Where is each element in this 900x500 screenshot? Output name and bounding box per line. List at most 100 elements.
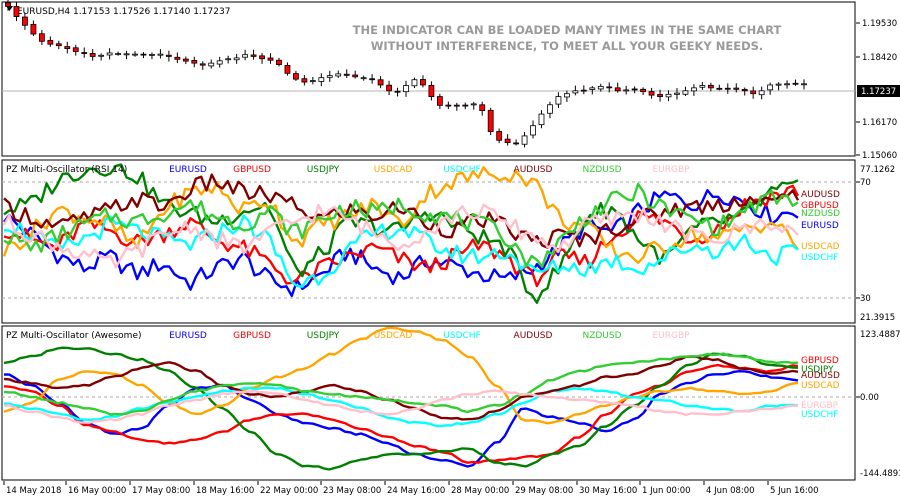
candle [699, 81, 706, 90]
legend-eurgbp: EURGBP [652, 331, 690, 341]
candle [309, 76, 316, 85]
end-label-usdchf: USDCHF [801, 410, 838, 420]
candle [674, 88, 680, 100]
candle [72, 44, 79, 56]
candle [216, 56, 223, 68]
end-label-usdjpy: USDJPY [801, 365, 834, 375]
time-label: 30 May 16:00 [579, 486, 637, 496]
candle [343, 69, 350, 78]
awesome-scale-zero: 0.00 [860, 393, 879, 403]
candle [360, 75, 367, 81]
series-line-usdchf [3, 386, 799, 428]
candle [132, 51, 138, 57]
candle [386, 80, 392, 96]
current-price-badge [857, 85, 900, 97]
rsi-legend: EURUSD GBPUSD USDJPY USDCAD USDCHF AUDUSD NZDU… [169, 165, 690, 175]
end-label-gbpusd: GBPUSD [801, 201, 839, 211]
series-line-usdcad [3, 326, 799, 425]
price-axis: 1.19530 1.18420 1.17237 1.16170 1.15060 [856, 19, 900, 161]
candle [149, 52, 155, 60]
time-label: 17 May 08:00 [132, 486, 190, 496]
candle [89, 49, 96, 61]
candle [733, 83, 740, 93]
end-label-audusd: AUDUSD [801, 371, 840, 381]
time-label: 4 Jun 08:00 [706, 486, 755, 496]
candle [470, 101, 477, 110]
time-label: 22 May 00:00 [260, 486, 318, 496]
candle [13, 2, 20, 22]
candle [293, 70, 299, 81]
price-tick-1: 1.19530 [862, 19, 897, 29]
series-line-nzdusd [3, 352, 799, 416]
rsi-scale-max: 77.1262 [860, 165, 895, 175]
series-line-eurgbp [2, 203, 799, 269]
candle [335, 70, 342, 78]
candle [572, 85, 579, 96]
end-label-usdcad: USDCAD [801, 381, 840, 391]
candle [547, 101, 553, 119]
candle [38, 29, 45, 46]
awesome-pane-title: PZ Multi-Oscillator (Awesome) [6, 331, 142, 341]
legend-usdchf: USDCHF [443, 331, 480, 341]
candle [352, 70, 359, 79]
candle [462, 102, 469, 110]
rsi-scale-min: 21.3915 [860, 313, 895, 323]
candle [479, 101, 486, 116]
candle [123, 50, 130, 60]
series-line-usdjpy [3, 346, 799, 471]
candle [801, 79, 807, 90]
candle [98, 53, 105, 61]
candle [259, 53, 265, 64]
candle [530, 120, 536, 139]
legend-nzdusd: NZDUSD [582, 331, 621, 341]
candle [242, 49, 249, 61]
end-label-audusd: AUDUSD [801, 190, 840, 200]
candle [682, 86, 689, 97]
legend-eurgbp: EURGBP [652, 165, 690, 175]
candle [22, 12, 28, 30]
candle [428, 81, 435, 101]
candle [47, 36, 54, 47]
rsi-pane-title: PZ Multi-Oscillator (RSI 14) [6, 165, 127, 175]
legend-eurusd: EURUSD [169, 331, 207, 341]
end-label-eurusd: EURUSD [801, 221, 839, 231]
candle [208, 59, 215, 69]
time-label: 24 May 16:00 [387, 486, 445, 496]
candle [233, 53, 240, 64]
candle [225, 55, 232, 64]
series-line-usdchf [3, 214, 799, 288]
end-label-nzdusd: NZDUSD [801, 209, 840, 219]
candle [724, 83, 731, 94]
candle [716, 84, 723, 91]
time-label: 14 May 2018 [6, 486, 61, 496]
candle [30, 20, 37, 37]
rsi-series-lines [2, 163, 800, 304]
candle [563, 90, 570, 102]
time-label: 18 May 16:00 [196, 486, 254, 496]
candle [394, 87, 401, 97]
end-label-eurgbp: EURGBP [801, 401, 839, 411]
candle [250, 49, 257, 60]
awesome-series-lines [3, 326, 799, 471]
candle [403, 80, 409, 97]
time-label: 5 Jun 16:00 [770, 486, 819, 496]
candle [513, 139, 519, 146]
awesome-pane: PZ Multi-Oscillator (Awesome) EURUSD GBPU… [1, 325, 856, 481]
candle [691, 84, 697, 96]
awesome-scale: 123.4887 0.00 -144.4891 [856, 330, 900, 479]
candle [640, 87, 647, 95]
series-line-nzdusd [3, 182, 799, 268]
candle [115, 51, 121, 56]
candle [64, 41, 71, 54]
candle [55, 40, 62, 50]
candle [606, 82, 613, 93]
series-line-eurusd [3, 188, 799, 298]
legend-audusd: AUDUSD [514, 331, 553, 341]
candle [580, 85, 587, 95]
candle [326, 70, 333, 82]
promo-text-line-1: THE INDICATOR CAN BE LOADED MANY TIMES I… [353, 23, 782, 37]
candle [174, 52, 181, 64]
candlestick-series [5, 0, 807, 148]
